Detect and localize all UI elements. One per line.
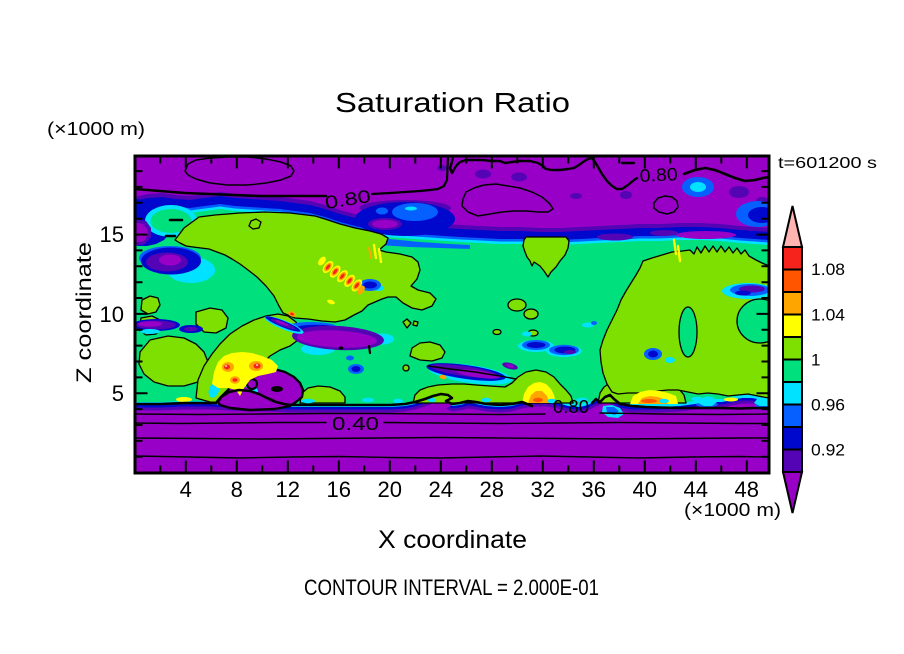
svg-text:24: 24: [429, 477, 453, 502]
svg-text:15: 15: [100, 222, 124, 247]
svg-text:0.80: 0.80: [639, 164, 678, 186]
svg-text:t=601200 s: t=601200 s: [778, 155, 877, 172]
svg-text:0.40: 0.40: [332, 414, 379, 434]
svg-text:10: 10: [100, 302, 124, 327]
svg-text:(×1000 m): (×1000 m): [47, 119, 145, 139]
svg-text:32: 32: [531, 477, 555, 502]
svg-text:48: 48: [735, 477, 759, 502]
svg-text:4: 4: [180, 477, 192, 502]
svg-text:20: 20: [378, 477, 402, 502]
svg-text:1: 1: [811, 351, 820, 370]
svg-text:40: 40: [633, 477, 657, 502]
svg-text:16: 16: [327, 477, 351, 502]
svg-text:X coordinate: X coordinate: [378, 526, 527, 554]
svg-text:0.92: 0.92: [811, 441, 845, 460]
svg-text:0.96: 0.96: [811, 396, 845, 415]
svg-text:(×1000 m): (×1000 m): [684, 500, 781, 520]
svg-text:8: 8: [231, 477, 243, 502]
svg-text:12: 12: [276, 477, 300, 502]
svg-text:28: 28: [480, 477, 504, 502]
svg-text:5: 5: [112, 381, 124, 406]
svg-text:Saturation Ratio: Saturation Ratio: [335, 87, 570, 118]
svg-text:Z coordinate: Z coordinate: [73, 242, 96, 383]
svg-text:44: 44: [684, 477, 708, 502]
svg-text:1.08: 1.08: [811, 260, 845, 279]
svg-text:0.80: 0.80: [553, 397, 589, 417]
svg-text:CONTOUR INTERVAL = 2.000E-01: CONTOUR INTERVAL = 2.000E-01: [304, 575, 599, 600]
svg-text:1.04: 1.04: [811, 306, 845, 325]
svg-text:36: 36: [582, 477, 606, 502]
